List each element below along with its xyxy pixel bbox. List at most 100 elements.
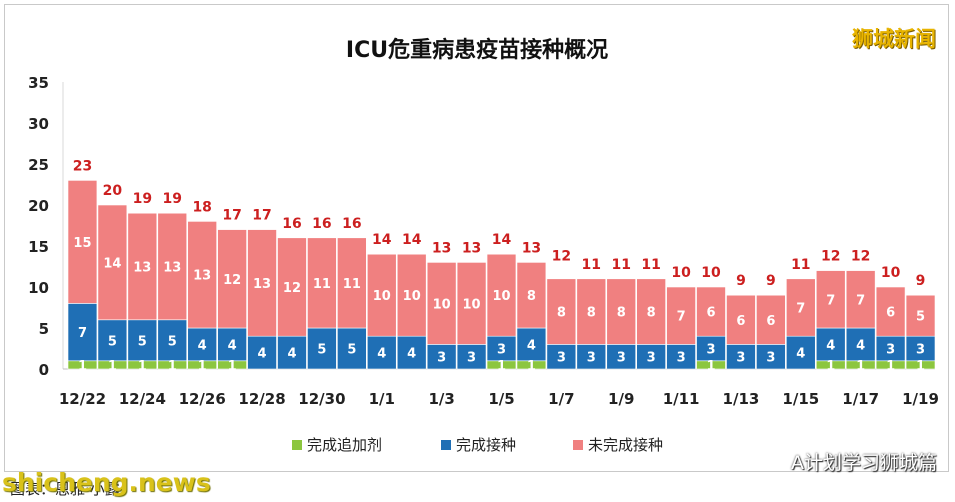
bar-segment-vaccinated	[426, 344, 457, 370]
legend-swatch-vaccinated	[441, 440, 451, 450]
bar-segment-unvaccinated	[696, 286, 726, 337]
segment-label-vaccinated: 3	[467, 351, 476, 366]
total-label: 13	[462, 240, 481, 256]
bar-segment-unvaccinated	[786, 278, 816, 337]
y-tick-label: 15	[28, 238, 49, 256]
bar-segment-vaccinated	[875, 335, 906, 362]
segment-label-unvaccinated: 8	[617, 306, 626, 321]
segment-label-booster: 1	[886, 359, 895, 374]
segment-label-vaccinated: 5	[347, 343, 356, 358]
total-label: 11	[582, 257, 601, 273]
total-label: 9	[916, 273, 926, 289]
bar-segment-vaccinated	[576, 344, 607, 370]
segment-label-unvaccinated: 10	[492, 289, 510, 304]
bar-segment-vaccinated	[97, 319, 128, 362]
bar-segment-vaccinated	[666, 344, 696, 370]
legend-label-unvaccinated: 未完成接种	[588, 436, 663, 454]
segment-label-unvaccinated: 8	[587, 306, 596, 321]
y-tick-label: 20	[28, 197, 49, 215]
x-tick-label: 1/17	[842, 390, 879, 408]
bar-segment-unvaccinated	[606, 278, 636, 345]
y-tick-label: 10	[28, 279, 49, 297]
bar-segment-vaccinated	[756, 344, 786, 370]
x-tick-label: 1/3	[428, 390, 454, 408]
segment-label-unvaccinated: 7	[826, 293, 835, 308]
chart-title: ICU危重病患疫苗接种概况	[346, 37, 608, 63]
bar-segment-vaccinated	[486, 335, 517, 362]
segment-label-booster: 1	[527, 359, 536, 374]
x-tick-label: 1/13	[723, 390, 760, 408]
bar-segment-unvaccinated	[756, 294, 786, 345]
total-label: 19	[163, 191, 182, 207]
segment-label-booster: 1	[228, 359, 237, 374]
segment-label-vaccinated: 5	[108, 334, 117, 349]
segment-label-booster: 1	[706, 359, 715, 374]
segment-label-booster: 1	[138, 359, 147, 374]
total-label: 10	[881, 265, 901, 281]
segment-label-unvaccinated: 10	[403, 289, 421, 304]
total-label: 10	[671, 265, 691, 281]
segment-label-vaccinated: 3	[617, 351, 626, 366]
segment-label-vaccinated: 3	[437, 351, 446, 366]
bar-segment-unvaccinated	[157, 212, 188, 321]
segment-label-unvaccinated: 15	[73, 236, 91, 251]
segment-label-unvaccinated: 13	[253, 277, 271, 292]
segment-label-booster: 1	[108, 359, 117, 374]
bar-segment-unvaccinated	[247, 229, 277, 337]
segment-label-unvaccinated: 12	[223, 273, 241, 288]
segment-label-vaccinated: 4	[377, 347, 386, 362]
total-label: 17	[252, 208, 271, 224]
total-label: 13	[522, 240, 541, 256]
segment-label-vaccinated: 3	[647, 351, 656, 366]
segment-label-vaccinated: 3	[557, 351, 566, 366]
segment-label-vaccinated: 5	[168, 334, 177, 349]
bar-segment-unvaccinated	[307, 237, 337, 329]
segment-label-vaccinated: 3	[706, 343, 715, 358]
bar-segment-vaccinated	[157, 319, 188, 362]
bar-segment-vaccinated	[396, 335, 427, 370]
segment-label-vaccinated: 3	[736, 351, 745, 366]
bar-segment-vaccinated	[367, 335, 397, 370]
segment-label-unvaccinated: 10	[433, 297, 451, 312]
total-label: 13	[432, 240, 451, 256]
segment-label-unvaccinated: 8	[557, 306, 566, 321]
brand-logo: 狮城新闻	[852, 27, 936, 51]
total-label: 18	[192, 199, 211, 215]
segment-label-unvaccinated: 13	[193, 269, 211, 284]
segment-label-vaccinated: 4	[407, 347, 416, 362]
x-tick-label: 1/11	[663, 390, 700, 408]
segment-label-booster: 1	[826, 359, 835, 374]
bar-segment-vaccinated	[127, 319, 158, 362]
x-tick-label: 1/15	[782, 390, 819, 408]
segment-label-booster: 1	[168, 359, 177, 374]
segment-label-booster: 1	[856, 359, 865, 374]
bar-segment-unvaccinated	[337, 237, 367, 329]
segment-label-vaccinated: 3	[587, 351, 596, 366]
total-label: 14	[492, 232, 512, 248]
bar-segment-unvaccinated	[875, 286, 906, 337]
total-label: 16	[312, 216, 331, 232]
x-tick-label: 1/7	[548, 390, 574, 408]
bar-segment-vaccinated	[187, 327, 217, 362]
legend-label-vaccinated: 完成接种	[456, 436, 516, 454]
watermark-right: A计划学习狮城篇	[791, 452, 937, 474]
bar-segment-vaccinated	[815, 327, 846, 362]
x-tick-label: 12/24	[119, 390, 166, 408]
watermark-left: shicheng.news	[2, 468, 211, 497]
segment-label-unvaccinated: 5	[916, 310, 925, 325]
y-tick-label: 30	[28, 115, 49, 133]
segment-label-vaccinated: 3	[886, 343, 895, 358]
segment-label-vaccinated: 4	[856, 338, 865, 353]
source-caption: 图表：恩雅·小露	[10, 480, 120, 498]
legend-label-booster: 完成追加剂	[307, 436, 382, 454]
total-label: 17	[222, 208, 241, 224]
bar-segment-unvaccinated	[187, 221, 217, 329]
total-label: 14	[402, 232, 422, 248]
segment-label-unvaccinated: 7	[856, 293, 865, 308]
bar-segment-unvaccinated	[396, 253, 427, 337]
bar-segment-unvaccinated	[726, 294, 756, 345]
y-tick-label: 35	[28, 74, 49, 92]
bar-segment-vaccinated	[67, 303, 98, 362]
segment-label-vaccinated: 4	[826, 338, 835, 353]
chart-frame: ICU危重病患疫苗接种概况 0 5 10 15 20 25 30 35 12/22 12/24 12…	[4, 4, 949, 472]
